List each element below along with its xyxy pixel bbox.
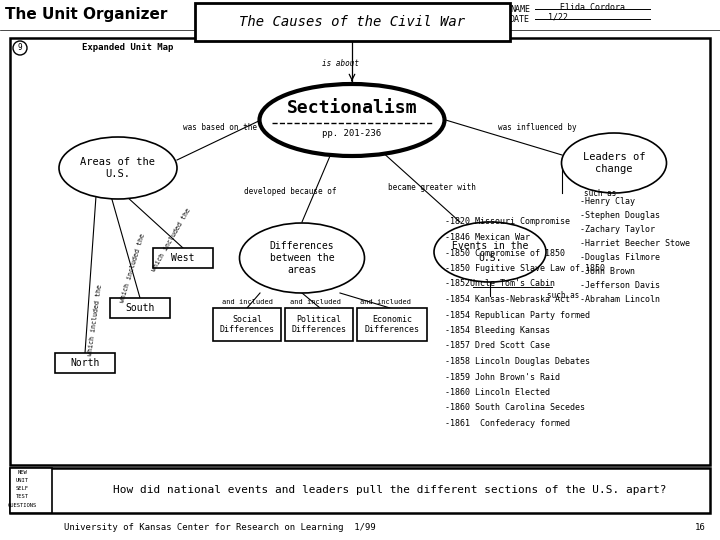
- Text: and included: and included: [359, 299, 410, 305]
- Text: UNIT: UNIT: [16, 478, 29, 483]
- Text: -Abraham Lincoln: -Abraham Lincoln: [580, 295, 660, 305]
- Text: University of Kansas Center for Research on Learning  1/99: University of Kansas Center for Research…: [64, 523, 376, 531]
- Text: Elida Cordora: Elida Cordora: [560, 3, 626, 11]
- Text: 1/22: 1/22: [548, 12, 568, 22]
- Text: -1861  Confederacy formed: -1861 Confederacy formed: [445, 419, 570, 428]
- Text: -1850 Fugitive Slave Law of 1850: -1850 Fugitive Slave Law of 1850: [445, 264, 605, 273]
- Text: such as: such as: [584, 188, 616, 198]
- Text: pp. 201-236: pp. 201-236: [323, 129, 382, 138]
- Text: which included the: which included the: [150, 207, 192, 273]
- Text: -1858 Lincoln Douglas Debates: -1858 Lincoln Douglas Debates: [445, 357, 590, 366]
- Text: -1854 Bleeding Kansas: -1854 Bleeding Kansas: [445, 326, 550, 335]
- Text: -Jefferson Davis: -Jefferson Davis: [580, 281, 660, 291]
- Text: is about: is about: [322, 58, 359, 68]
- Text: -Harriet Beecher Stowe: -Harriet Beecher Stowe: [580, 240, 690, 248]
- Text: was based on the: was based on the: [183, 124, 257, 132]
- Text: -John Brown: -John Brown: [580, 267, 635, 276]
- Bar: [213, 308, 281, 341]
- Text: developed because of: developed because of: [244, 187, 336, 197]
- Text: and included: and included: [222, 299, 274, 305]
- Text: Leaders of
change: Leaders of change: [582, 152, 645, 174]
- Bar: [10, 468, 52, 513]
- Text: QUESTIONS: QUESTIONS: [7, 502, 37, 507]
- Text: Differences
between the
areas: Differences between the areas: [270, 241, 334, 275]
- Text: which included the: which included the: [120, 233, 146, 303]
- Text: -1854 Republican Party formed: -1854 Republican Party formed: [445, 310, 590, 320]
- Text: TEST: TEST: [16, 494, 29, 499]
- Text: The Causes of the Civil War: The Causes of the Civil War: [239, 15, 465, 29]
- Text: became greater with: became greater with: [388, 184, 476, 192]
- Bar: [110, 298, 170, 318]
- Ellipse shape: [240, 223, 364, 293]
- Bar: [285, 308, 353, 341]
- Text: Economic
Differences: Economic Differences: [364, 315, 420, 334]
- Ellipse shape: [562, 133, 667, 193]
- Text: -Stephen Douglas: -Stephen Douglas: [580, 212, 660, 220]
- Text: North: North: [71, 358, 99, 368]
- Text: NAME: NAME: [510, 4, 530, 14]
- Bar: [153, 248, 213, 268]
- Bar: [10, 38, 710, 465]
- Text: -1860 Lincoln Elected: -1860 Lincoln Elected: [445, 388, 550, 397]
- Text: -Henry Clay: -Henry Clay: [580, 198, 635, 206]
- Text: -1860 South Carolina Secedes: -1860 South Carolina Secedes: [445, 403, 585, 413]
- Text: -1820 Missouri Compromise: -1820 Missouri Compromise: [445, 218, 570, 226]
- Text: -Zachary Taylor: -Zachary Taylor: [580, 226, 655, 234]
- Text: Areas of the
U.S.: Areas of the U.S.: [81, 157, 156, 179]
- Text: which included the: which included the: [87, 284, 103, 356]
- Text: South: South: [125, 303, 155, 313]
- Text: Expanded Unit Map: Expanded Unit Map: [82, 44, 174, 52]
- Text: The Unit Organizer: The Unit Organizer: [5, 6, 167, 22]
- Ellipse shape: [59, 137, 177, 199]
- Bar: [195, 3, 510, 41]
- Bar: [55, 353, 115, 373]
- Ellipse shape: [434, 222, 546, 282]
- Text: and included: and included: [289, 299, 341, 305]
- Text: DATE: DATE: [510, 15, 530, 24]
- Text: -1857 Dred Scott Case: -1857 Dred Scott Case: [445, 341, 550, 350]
- Text: Sectionalism: Sectionalism: [287, 99, 418, 117]
- Text: Events in the
U.S.: Events in the U.S.: [452, 241, 528, 263]
- Text: was influenced by: was influenced by: [498, 124, 576, 132]
- Text: -1850 Compromise of 1850: -1850 Compromise of 1850: [445, 248, 565, 258]
- Bar: [357, 308, 427, 341]
- Text: NEW: NEW: [17, 469, 27, 475]
- Text: 16: 16: [695, 523, 706, 531]
- Text: SELF: SELF: [16, 486, 29, 491]
- Text: How did national events and leaders pull the different sections of the U.S. apar: How did national events and leaders pull…: [113, 485, 667, 495]
- Text: -1846 Mexican War: -1846 Mexican War: [445, 233, 530, 242]
- Text: -1852Uncle Tom's Cabin: -1852Uncle Tom's Cabin: [445, 280, 555, 288]
- Text: West: West: [171, 253, 194, 263]
- Text: -Douglas Filmore: -Douglas Filmore: [580, 253, 660, 262]
- Text: such as: such as: [547, 292, 580, 300]
- Text: Social
Differences: Social Differences: [220, 315, 274, 334]
- Ellipse shape: [259, 84, 444, 156]
- Bar: [10, 468, 710, 513]
- Text: Political
Differences: Political Differences: [292, 315, 346, 334]
- Text: 9: 9: [18, 44, 22, 52]
- Text: -1854 Kansas-Nebraska Act: -1854 Kansas-Nebraska Act: [445, 295, 570, 304]
- Text: -1859 John Brown's Raid: -1859 John Brown's Raid: [445, 373, 560, 381]
